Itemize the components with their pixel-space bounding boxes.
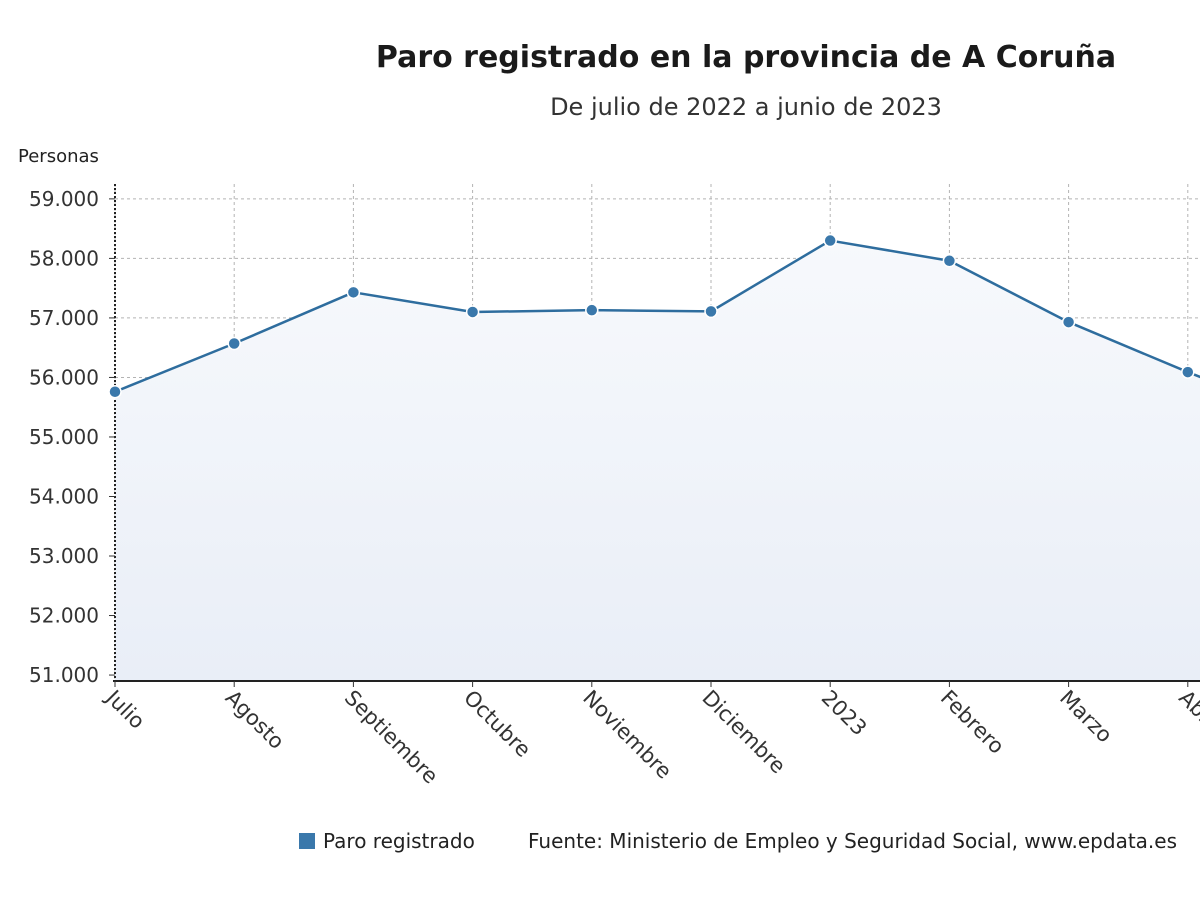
data-point (704, 304, 718, 319)
y-tick-label: 59.000 (29, 187, 99, 211)
y-tick-label: 58.000 (29, 246, 99, 270)
y-tick-label: 57.000 (29, 306, 99, 330)
data-point (942, 254, 957, 268)
area-fill (115, 240, 1200, 681)
data-point (585, 303, 599, 317)
data-point (465, 305, 480, 319)
y-axis-label: Personas (18, 146, 99, 167)
x-tick-label: Noviembre (578, 686, 676, 784)
data-point (823, 233, 837, 248)
series-paro-registrado (108, 233, 1200, 399)
x-axis-ticks: Julio Agosto Septiembre Octubre Noviembre Dic… (100, 681, 1200, 788)
x-tick-label: 2023 (817, 686, 872, 741)
data-point (227, 336, 241, 351)
legend: Paro registrado (299, 829, 475, 853)
x-tick-label: Febrero (936, 686, 1009, 759)
x-tick-label: Marzo (1055, 686, 1117, 748)
data-point (346, 285, 361, 300)
y-axis-ticks: 51.000 52.000 53.000 54.000 55.000 56.000 57.0… (29, 187, 115, 687)
x-tick-label: Octubre (459, 686, 535, 762)
legend-swatch (299, 833, 315, 849)
area-path (115, 240, 1200, 681)
x-tick-label: Julio (100, 684, 150, 734)
chart-title: Paro registrado en la provincia de A Cor… (375, 40, 1117, 75)
x-tick-label: Septiembre (340, 686, 443, 789)
y-tick-label: 55.000 (29, 425, 99, 449)
y-tick-label: 52.000 (29, 604, 99, 628)
x-tick-label: Agosto (221, 686, 289, 754)
y-tick-label: 54.000 (29, 484, 99, 508)
data-point (108, 384, 122, 399)
x-tick-label: Abril (1174, 686, 1200, 737)
data-point (1061, 315, 1076, 329)
legend-label: Paro registrado (323, 829, 475, 853)
y-tick-label: 56.000 (29, 365, 99, 389)
y-tick-label: 53.000 (29, 544, 99, 568)
x-tick-label: Diciembre (697, 686, 790, 779)
data-point (1181, 365, 1195, 379)
axes (113, 184, 1200, 682)
chart-subtitle: De julio de 2022 a junio de 2023 (550, 93, 942, 121)
y-tick-label: 51.000 (29, 663, 99, 687)
source-note: Fuente: Ministerio de Empleo y Seguridad… (528, 829, 1178, 853)
